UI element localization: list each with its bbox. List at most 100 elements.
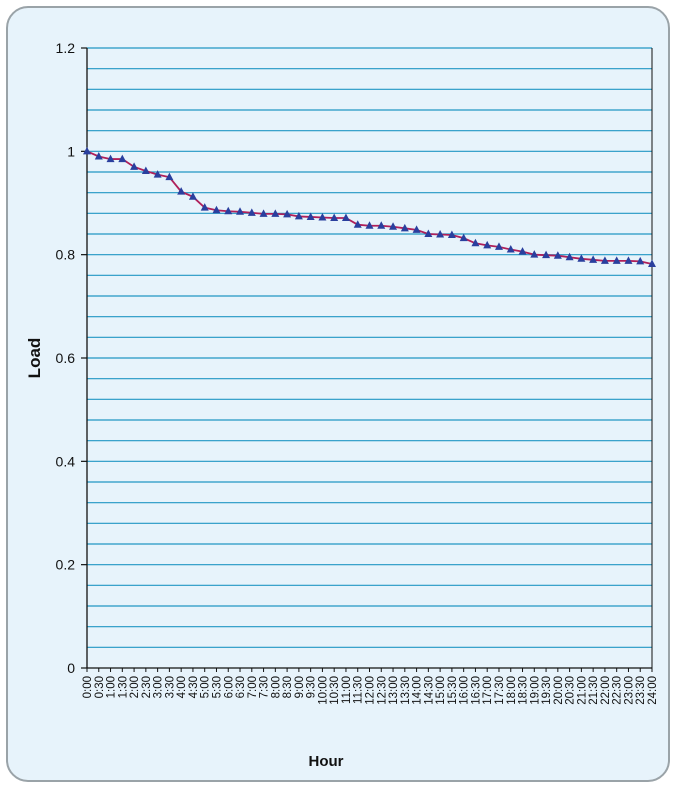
y-tick-labels: 0 0.2 0.4 0.6 0.8 1 1.2	[56, 40, 87, 676]
x-tick-label: 16:30	[470, 676, 482, 705]
data-point	[247, 208, 256, 216]
x-tick-label: 22:00	[600, 676, 612, 705]
x-tick-label: 10:30	[329, 676, 341, 705]
gridlines	[87, 47, 652, 648]
data-point	[471, 238, 480, 247]
y-axis-title: Load	[25, 338, 44, 379]
data-point	[165, 172, 174, 181]
data-point	[341, 213, 350, 221]
x-tick-label: 21:30	[588, 676, 600, 705]
data-point	[212, 205, 221, 214]
data-point	[141, 166, 150, 174]
y-tick-label: 1.2	[56, 40, 76, 56]
x-tick-label: 21:00	[576, 676, 588, 705]
x-tick-label: 8:00	[270, 676, 282, 698]
x-tick-label: 1:00	[106, 676, 118, 698]
x-tick-label: 2:00	[129, 676, 141, 698]
data-point	[389, 222, 398, 230]
x-tick-label: 4:30	[188, 676, 200, 698]
x-tick-label: 11:00	[341, 676, 353, 704]
x-tick-label: 13:00	[388, 676, 400, 705]
data-point	[624, 256, 633, 264]
x-tick-label: 5:00	[200, 676, 212, 698]
x-tick-label: 7:00	[247, 676, 259, 698]
data-point	[306, 212, 315, 220]
x-tick-label: 18:00	[506, 676, 518, 705]
x-tick-label: 16:00	[459, 676, 471, 705]
x-tick-label: 4:00	[176, 676, 188, 698]
data-point	[577, 254, 586, 262]
y-tick-label: 0.2	[56, 557, 76, 573]
data-point	[294, 211, 303, 220]
data-point	[94, 152, 103, 160]
x-tick-label: 13:30	[400, 676, 412, 705]
x-tick-label: 8:30	[282, 676, 294, 698]
data-point	[188, 192, 197, 200]
x-tick-label: 3:00	[153, 676, 165, 698]
data-point	[283, 209, 292, 218]
data-point	[177, 187, 186, 195]
data-point	[648, 259, 656, 267]
x-tick-label: 11:30	[353, 676, 365, 704]
data-point	[412, 225, 421, 233]
data-point	[377, 221, 386, 229]
data-point	[424, 229, 433, 237]
data-point	[83, 146, 91, 155]
x-tick-label: 0:30	[94, 676, 106, 698]
x-tick-label: 15:30	[447, 676, 459, 705]
data-point	[636, 256, 645, 265]
x-tick-label: 9:00	[294, 676, 306, 698]
series	[83, 146, 656, 267]
data-point	[330, 213, 339, 221]
x-tick-label: 7:30	[259, 676, 271, 698]
x-tick-label: 6:30	[235, 676, 247, 698]
y-tick-label: 0	[67, 660, 75, 676]
data-point	[236, 207, 245, 215]
data-point	[436, 230, 445, 238]
y-tick-label: 0.6	[56, 350, 76, 366]
data-point	[365, 221, 374, 229]
data-point	[259, 209, 268, 217]
data-point	[494, 242, 503, 250]
x-tick-label: 20:30	[565, 676, 577, 705]
data-point	[400, 223, 409, 232]
data-point	[506, 245, 515, 253]
data-point	[553, 251, 562, 259]
x-tick-label: 9:30	[306, 676, 318, 698]
x-tick-label: 3:30	[164, 676, 176, 698]
x-tick-label: 6:00	[223, 676, 235, 698]
data-point	[106, 154, 115, 163]
x-axis-title: Hour	[309, 753, 344, 770]
data-point	[353, 220, 362, 228]
x-tick-label: 17:30	[494, 676, 506, 705]
x-tick-label: 12:30	[376, 676, 388, 705]
x-tick-label: 23:30	[635, 676, 647, 705]
x-tick-label: 18:30	[518, 676, 530, 705]
x-tick-label: 17:00	[482, 676, 494, 705]
x-tick-label: 22:30	[612, 676, 624, 705]
data-point	[459, 233, 468, 242]
data-point	[483, 240, 492, 249]
x-tick-labels: 0:00 0:30 1:00 1:30 2:00 2:30 3:00 3:30 4:00 4:30…	[82, 668, 659, 705]
y-tick-label: 0.8	[56, 247, 76, 263]
x-tick-label: 14:30	[423, 676, 435, 705]
x-tick-label: 19:00	[529, 676, 541, 705]
x-tick-label: 2:30	[141, 676, 153, 698]
data-point	[447, 230, 456, 239]
x-tick-label: 0:00	[82, 676, 94, 698]
x-tick-label: 20:00	[553, 676, 565, 705]
x-tick-label: 15:00	[435, 676, 447, 705]
data-point	[271, 209, 280, 217]
x-tick-label: 23:00	[623, 676, 635, 705]
data-point	[118, 154, 127, 163]
data-point	[600, 256, 609, 264]
data-point	[518, 247, 527, 255]
x-tick-label: 12:00	[365, 676, 377, 705]
x-tick-label: 19:30	[541, 676, 553, 705]
data-point	[612, 256, 621, 264]
x-tick-label: 24:00	[647, 676, 659, 705]
data-point	[318, 212, 327, 221]
series-line	[86, 150, 653, 265]
data-point	[153, 170, 162, 178]
